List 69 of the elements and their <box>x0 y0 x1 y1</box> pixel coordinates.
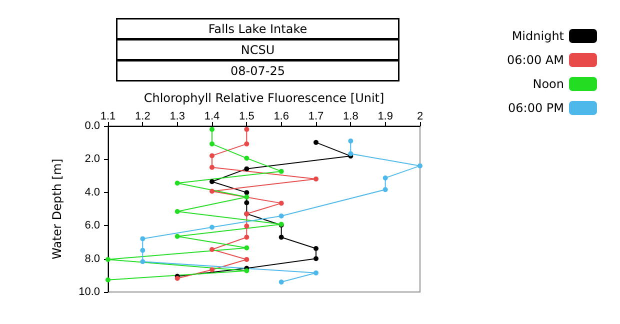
point <box>314 270 318 276</box>
point <box>244 190 250 196</box>
y-tick-label: 10.0 <box>78 286 100 298</box>
y-tick-label: 8.0 <box>84 252 100 265</box>
point <box>314 140 318 145</box>
chart-subtitle: NCSU <box>240 42 275 57</box>
point <box>210 153 214 158</box>
text: 08-07-25 <box>230 64 285 78</box>
point <box>244 141 250 146</box>
point <box>140 248 146 253</box>
y-tick-label: 6.0 <box>84 220 100 232</box>
point <box>106 256 110 262</box>
legend-label: Midnight <box>512 29 564 43</box>
point <box>210 247 214 252</box>
point <box>278 234 284 240</box>
x-tick-label: 1.4 <box>204 110 220 122</box>
point <box>244 166 250 172</box>
point <box>244 245 250 250</box>
point <box>314 256 318 262</box>
point <box>348 138 354 144</box>
point <box>210 224 214 230</box>
x-tick-label: 1.6 <box>274 110 289 122</box>
point <box>244 256 250 262</box>
point <box>382 175 388 180</box>
x-tick-label: 1.3 <box>170 110 185 122</box>
point <box>174 208 180 214</box>
legend-label: 06:00 AM <box>507 53 564 67</box>
point <box>244 234 250 240</box>
point <box>210 126 214 132</box>
chart-title: Falls Lake Intake <box>208 22 308 36</box>
point <box>278 168 284 174</box>
x-tick-label: 1.9 <box>378 110 393 122</box>
point <box>244 200 250 206</box>
point <box>244 224 250 229</box>
y-tick-label: 0.0 <box>84 120 100 132</box>
legend-label: Noon <box>532 77 564 91</box>
point <box>210 188 214 194</box>
legend-label: 06:00 PM <box>508 101 564 115</box>
point <box>418 163 422 168</box>
x-tick-label: 1.8 <box>343 110 358 122</box>
point <box>314 176 318 182</box>
point <box>174 180 180 186</box>
point <box>244 156 250 161</box>
x-tick-label: 1.1 <box>100 110 116 122</box>
x-tick-label: 1.7 <box>308 110 324 122</box>
y-tick-label: 4.0 <box>84 186 100 198</box>
point <box>244 268 250 274</box>
point <box>210 267 214 272</box>
x-axis-title: Chlorophyll Relative Fluorescence [Unit] <box>144 91 384 105</box>
x-tick-label: 1.5 <box>239 110 254 122</box>
point <box>314 246 318 252</box>
point <box>278 213 284 218</box>
point <box>244 194 250 200</box>
x-tick-label: 2 <box>416 110 424 122</box>
point <box>210 141 214 146</box>
point <box>278 280 284 285</box>
point <box>382 187 388 192</box>
point <box>140 259 146 264</box>
y-tick-label: 2.0 <box>84 153 100 166</box>
point <box>244 126 250 132</box>
point <box>174 234 180 239</box>
point <box>106 277 110 282</box>
point <box>210 164 214 170</box>
point <box>348 151 354 156</box>
point <box>210 179 214 184</box>
point <box>140 236 146 242</box>
y-axis-title: Water Depth [m] <box>50 158 64 260</box>
x-tick-label: 1.2 <box>135 110 150 122</box>
point <box>278 200 284 206</box>
